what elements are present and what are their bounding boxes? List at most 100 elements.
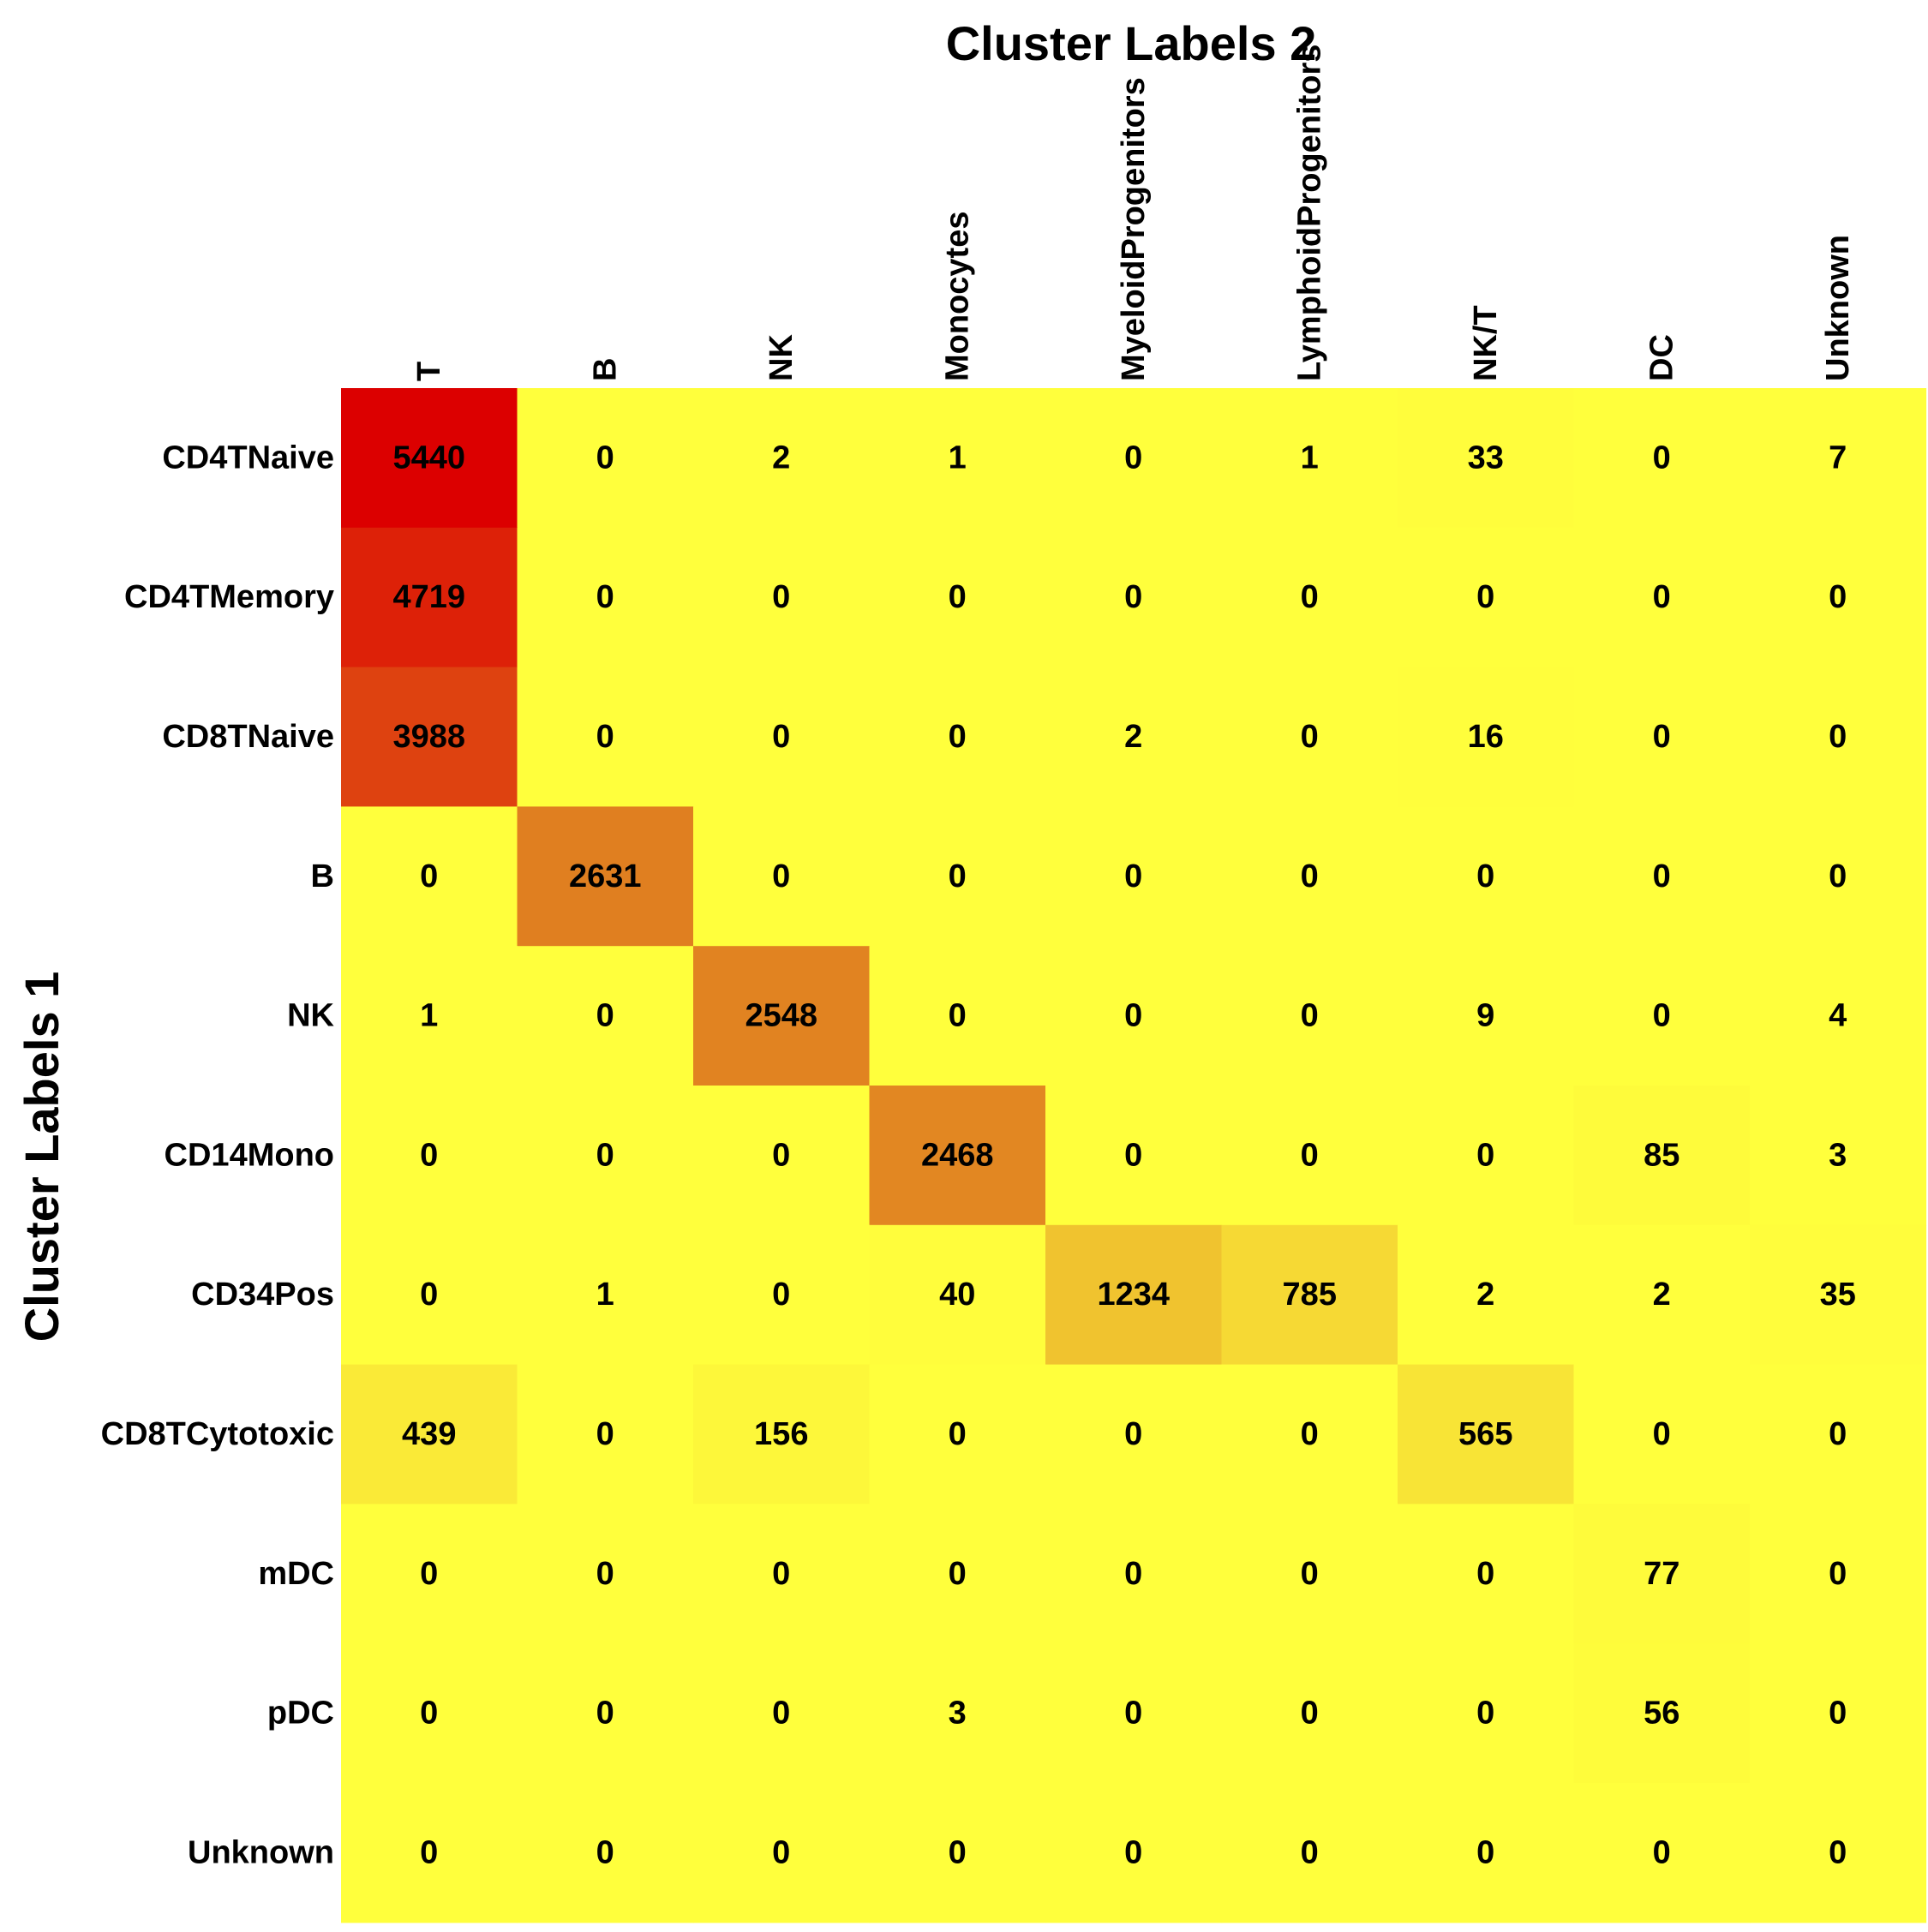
heatmap-cell	[1573, 946, 1751, 1086]
cell-value-label: 0	[1301, 1556, 1319, 1592]
heatmap-cell	[1398, 1504, 1575, 1644]
heatmap-cell	[341, 1224, 518, 1366]
cell-value-label: 3	[949, 1696, 967, 1732]
heatmap-cell	[1045, 806, 1223, 947]
cell-value-label: 0	[1829, 719, 1847, 755]
heatmap-cell	[341, 1643, 518, 1784]
column-label: T	[411, 362, 447, 381]
cell-value-label: 77	[1644, 1556, 1680, 1592]
cell-value-label: 0	[1301, 1834, 1319, 1870]
heatmap-cell	[1398, 806, 1575, 947]
cell-value-label: 16	[1468, 719, 1504, 755]
cell-value-label: 85	[1644, 1137, 1680, 1173]
row-label: CD8TNaive	[162, 719, 334, 755]
heatmap-cell	[1398, 1086, 1575, 1226]
heatmap-cell	[693, 1364, 871, 1504]
row-label: mDC	[258, 1556, 334, 1592]
cell-value-label: 56	[1644, 1696, 1680, 1732]
cell-value-label: 0	[772, 1696, 790, 1732]
cell-value-label: 0	[1476, 1556, 1494, 1592]
heatmap-cell	[1045, 1086, 1223, 1226]
cell-value-label: 0	[1301, 998, 1319, 1034]
cell-value-label: 0	[1124, 1696, 1142, 1732]
cell-value-label: 0	[1829, 858, 1847, 894]
cell-value-label: 0	[1301, 1696, 1319, 1732]
cell-value-label: 0	[1124, 858, 1142, 894]
row-label: CD34Pos	[191, 1277, 334, 1313]
cell-value-label: 0	[1476, 579, 1494, 615]
heatmap-cell	[693, 527, 871, 668]
heatmap-cell	[869, 1783, 1046, 1923]
heatmap-cell	[517, 1504, 694, 1644]
cell-value-label: 0	[1476, 858, 1494, 894]
heatmap-cell	[1221, 527, 1398, 668]
cell-value-label: 0	[1124, 1556, 1142, 1592]
cell-value-label: 3988	[392, 719, 465, 755]
heatmap-cell	[517, 1783, 694, 1923]
cell-value-label: 1234	[1097, 1277, 1170, 1313]
heatmap-cell	[341, 527, 518, 668]
heatmap-cell	[1221, 1643, 1398, 1784]
heatmap-cell	[1573, 1224, 1751, 1366]
heatmap-cell	[869, 388, 1046, 529]
heatmap-cell	[1221, 1224, 1398, 1366]
column-label: NK/T	[1468, 305, 1504, 381]
cell-value-label: 0	[949, 1834, 967, 1870]
heatmap-cell	[1221, 946, 1398, 1086]
heatmap-cell	[1398, 1643, 1575, 1784]
heatmap-cell	[869, 1086, 1046, 1226]
cell-value-label: 0	[1653, 719, 1671, 755]
cell-value-label: 2548	[745, 998, 817, 1034]
heatmap-cell	[1750, 1643, 1927, 1784]
heatmap-cell	[869, 1364, 1046, 1504]
heatmap-cell	[341, 806, 518, 947]
cell-value-label: 0	[420, 1137, 438, 1173]
heatmap-cell	[693, 1783, 871, 1923]
heatmap-cell	[869, 1224, 1046, 1366]
cell-value-label: 0	[949, 719, 967, 755]
heatmap-cell	[693, 1224, 871, 1366]
cell-value-label: 0	[596, 1834, 614, 1870]
cell-value-label: 0	[1653, 1834, 1671, 1870]
cell-value-label: 0	[596, 1416, 614, 1452]
heatmap-cell	[1573, 1086, 1751, 1226]
heatmap-cell	[1750, 946, 1927, 1086]
cell-value-label: 3	[1829, 1137, 1847, 1173]
heatmap-cell	[869, 667, 1046, 807]
heatmap-cell	[1750, 1504, 1927, 1644]
cell-value-label: 0	[1124, 579, 1142, 615]
chart-title: Cluster Labels 2	[946, 16, 1317, 70]
column-label: NK	[763, 334, 799, 381]
heatmap-cell	[1221, 1364, 1398, 1504]
cell-value-label: 0	[949, 1416, 967, 1452]
cell-value-label: 0	[772, 1556, 790, 1592]
heatmap-cell	[341, 667, 518, 807]
cell-value-label: 1	[596, 1277, 614, 1313]
cell-value-label: 0	[1653, 998, 1671, 1034]
row-label: CD4TNaive	[162, 440, 334, 476]
cell-value-label: 0	[1653, 579, 1671, 615]
cell-value-label: 0	[596, 719, 614, 755]
heatmap-cell	[341, 946, 518, 1086]
heatmap-cell	[1045, 388, 1223, 529]
heatmap-cell	[1221, 388, 1398, 529]
cell-value-label: 0	[1653, 858, 1671, 894]
heatmap-cell	[517, 667, 694, 807]
cell-value-label: 439	[402, 1416, 456, 1452]
cell-value-label: 1	[420, 998, 438, 1034]
cell-value-label: 5440	[392, 440, 465, 476]
heatmap-cell	[517, 1086, 694, 1226]
heatmap-cell	[341, 1086, 518, 1226]
cell-value-label: 2	[772, 440, 790, 476]
cell-value-label: 0	[1829, 579, 1847, 615]
cell-value-label: 0	[1301, 1137, 1319, 1173]
row-label: CD4TMemory	[124, 579, 334, 615]
cell-value-label: 0	[1476, 1696, 1494, 1732]
heatmap-cell	[1045, 946, 1223, 1086]
cell-value-label: 0	[1301, 579, 1319, 615]
cell-value-label: 0	[772, 579, 790, 615]
cell-value-label: 0	[1829, 1696, 1847, 1732]
heatmap-cell	[693, 946, 871, 1086]
